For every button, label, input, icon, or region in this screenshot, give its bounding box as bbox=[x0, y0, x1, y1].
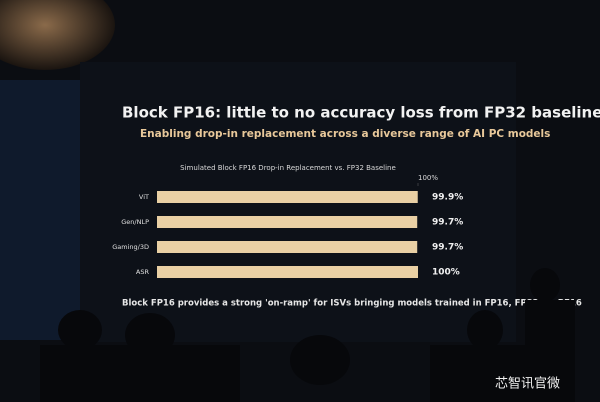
slide-subtitle: Enabling drop-in replacement across a di… bbox=[140, 128, 550, 140]
audience bbox=[40, 268, 575, 402]
x-tick-label: 100% bbox=[418, 174, 438, 182]
slide-title: Block FP16: little to no accuracy loss f… bbox=[122, 104, 600, 122]
value-label: 99.9% bbox=[432, 193, 463, 203]
value-label: 99.7% bbox=[432, 243, 463, 253]
ceiling-lamp bbox=[0, 0, 115, 70]
bar bbox=[157, 191, 418, 203]
side-wall bbox=[0, 80, 80, 340]
value-label: 99.7% bbox=[432, 218, 463, 228]
y-tick-label: Gen/NLP bbox=[121, 218, 149, 226]
y-tick-label: ViT bbox=[139, 193, 149, 201]
bar bbox=[157, 216, 418, 228]
chart-title: Simulated Block FP16 Drop-in Replacement… bbox=[180, 164, 396, 172]
value-label: 100% bbox=[432, 268, 460, 278]
footnote: Block FP16 provides a strong 'on-ramp' f… bbox=[122, 299, 582, 309]
y-tick-label: ASR bbox=[136, 268, 150, 276]
bar bbox=[157, 266, 418, 278]
bar bbox=[157, 241, 418, 253]
y-tick-label: Gaming/3D bbox=[112, 243, 149, 251]
watermark: 芯智讯官微 bbox=[495, 376, 560, 392]
